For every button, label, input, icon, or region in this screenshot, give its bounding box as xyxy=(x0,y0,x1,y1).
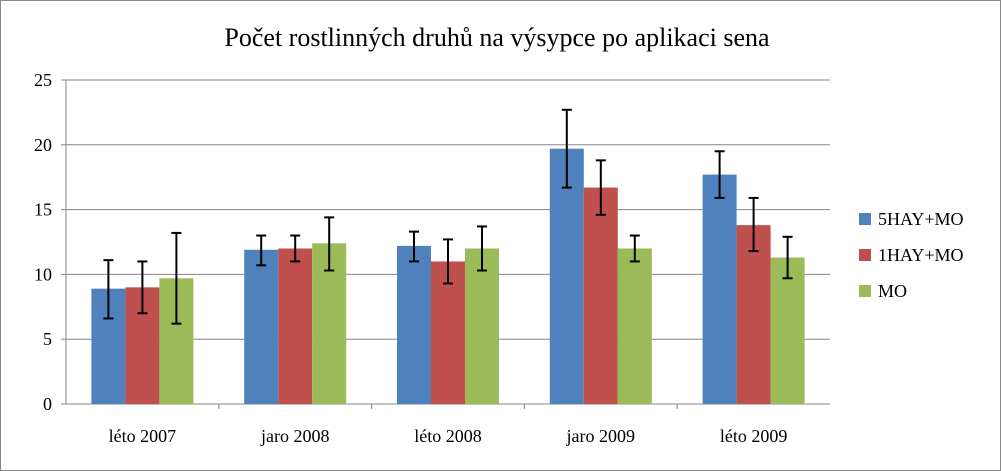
y-tick-label-10: 10 xyxy=(34,264,52,284)
legend-label-1HAY+MO: 1HAY+MO xyxy=(878,245,964,265)
chart-title: Počet rostlinných druhů na výsypce po ap… xyxy=(224,23,770,52)
y-tick-label-15: 15 xyxy=(34,200,52,220)
legend-swatch-MO xyxy=(859,285,871,297)
bar-1HAY+MO-léto 2008 xyxy=(431,261,465,404)
bar-MO-léto 2008 xyxy=(465,248,499,404)
bar-MO-jaro 2009 xyxy=(617,248,652,404)
bar-5HAY+MO-jaro 2009 xyxy=(549,148,584,404)
bars xyxy=(91,148,805,404)
legend: 5HAY+MO 1HAY+MO MO xyxy=(859,209,964,301)
bar-1HAY+MO-léto 2009 xyxy=(736,225,771,404)
x-tick-label-2: léto 2008 xyxy=(414,426,482,446)
bar-5HAY+MO-jaro 2008 xyxy=(244,249,279,404)
bar-5HAY+MO-léto 2009 xyxy=(702,174,737,404)
bar-MO-léto 2009 xyxy=(770,257,805,404)
y-tick-label-25: 25 xyxy=(34,70,52,90)
y-tick-label-20: 20 xyxy=(34,135,52,155)
legend-label-MO: MO xyxy=(878,281,907,301)
legend-swatch-1HAY+MO xyxy=(859,249,871,261)
legend-swatch-5HAY+MO xyxy=(859,213,871,225)
bar-1HAY+MO-jaro 2009 xyxy=(583,187,618,404)
y-tick-label-0: 0 xyxy=(43,394,52,414)
error-bars xyxy=(103,108,793,325)
y-tick-label-5: 5 xyxy=(43,329,52,349)
legend-label-5HAY+MO: 5HAY+MO xyxy=(878,209,964,229)
bar-5HAY+MO-léto 2008 xyxy=(397,245,431,404)
x-tick-label-0: léto 2007 xyxy=(109,426,177,446)
x-tick-label-1: jaro 2008 xyxy=(260,426,329,446)
tick-labels: 0 5 10 15 20 25 léto 2007 jaro 2008 léto 2008 jar… xyxy=(34,70,787,446)
x-tick-label-4: léto 2009 xyxy=(720,426,788,446)
bar-1HAY+MO-jaro 2008 xyxy=(278,248,313,404)
x-tick-label-3: jaro 2009 xyxy=(566,426,635,446)
